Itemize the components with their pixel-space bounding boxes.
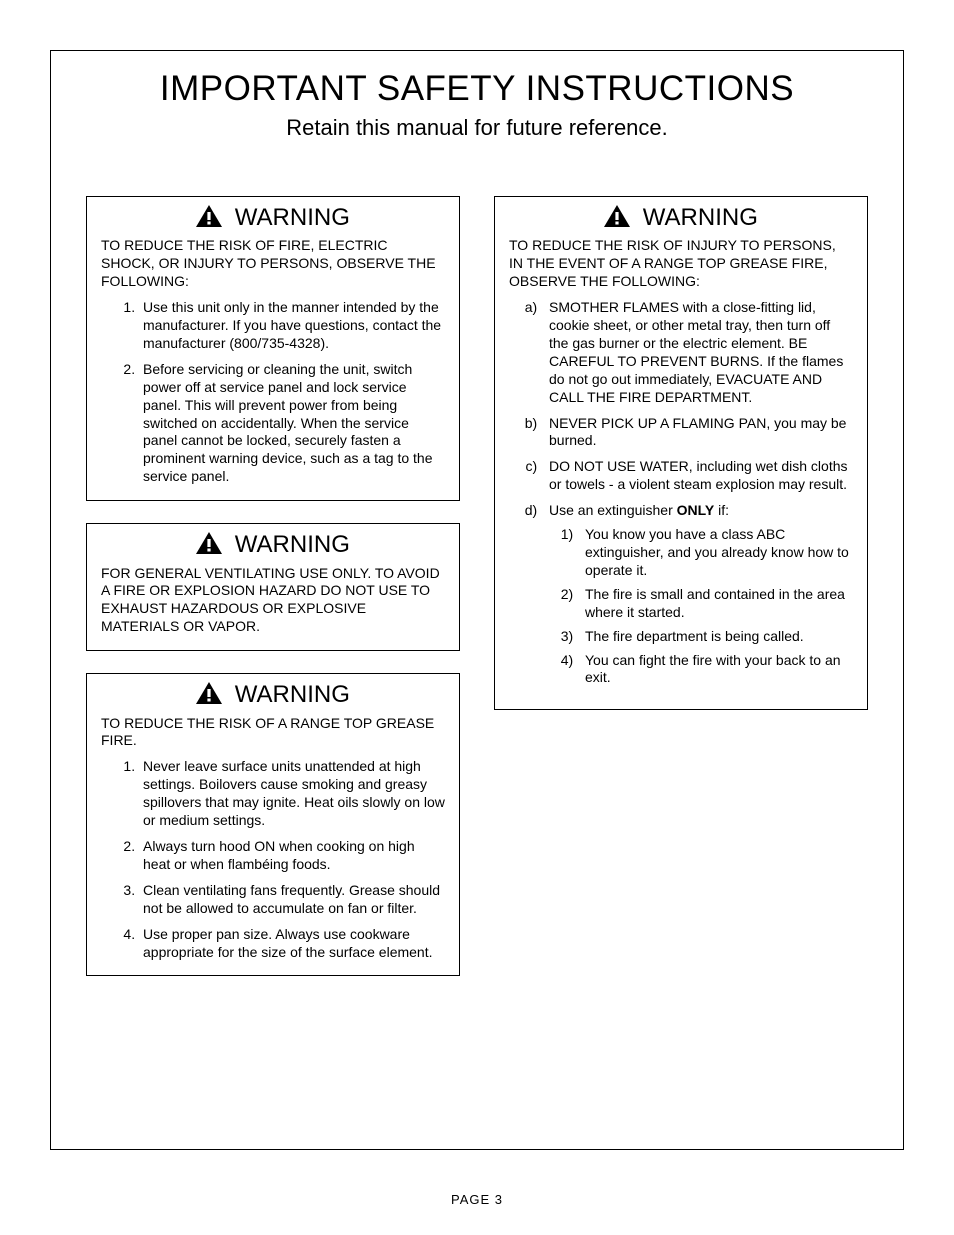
warning-3-list: Never leave surface units unattended at …	[101, 758, 445, 961]
warning-4-list: SMOTHER FLAMES with a close-fitting lid,…	[509, 299, 853, 687]
warning-label: WARNING	[235, 531, 350, 558]
list-item: You know you have a class ABC extinguish…	[581, 526, 853, 580]
text-post: if:	[714, 502, 729, 518]
list-item: Use this unit only in the manner intende…	[139, 299, 445, 353]
warning-intro: TO REDUCE THE RISK OF A RANGE TOP GREASE…	[101, 715, 445, 751]
warning-4-sublist: You know you have a class ABC extinguish…	[549, 526, 853, 687]
list-item: Use proper pan size. Always use cookware…	[139, 926, 445, 962]
warning-heading: WARNING	[101, 532, 445, 558]
warning-intro: TO REDUCE THE RISK OF FIRE, ELECTRIC SHO…	[101, 237, 445, 291]
warning-heading: WARNING	[101, 682, 445, 708]
text-pre: Use an extinguisher	[549, 502, 677, 518]
page: IMPORTANT SAFETY INSTRUCTIONS Retain thi…	[0, 0, 954, 1235]
page-subtitle: Retain this manual for future reference.	[86, 115, 868, 141]
warning-heading: WARNING	[509, 205, 853, 231]
warning-label: WARNING	[235, 204, 350, 231]
warning-box-4: WARNING TO REDUCE THE RISK OF INJURY TO …	[494, 196, 868, 710]
warning-intro: TO REDUCE THE RISK OF INJURY TO PERSONS,…	[509, 237, 853, 291]
list-item: The fire is small and contained in the a…	[581, 586, 853, 622]
list-item: SMOTHER FLAMES with a close-fitting lid,…	[545, 299, 853, 406]
list-item: The fire department is being called.	[581, 628, 853, 646]
warning-label: WARNING	[643, 204, 758, 231]
columns: WARNING TO REDUCE THE RISK OF FIRE, ELEC…	[86, 196, 868, 976]
page-title: IMPORTANT SAFETY INSTRUCTIONS	[86, 69, 868, 109]
list-item: Use an extinguisher ONLY if: You know yo…	[545, 502, 853, 687]
warning-heading: WARNING	[101, 205, 445, 231]
warning-box-2: WARNING FOR GENERAL VENTILATING USE ONLY…	[86, 523, 460, 651]
list-item: DO NOT USE WATER, including wet dish clo…	[545, 458, 853, 494]
list-item: Always turn hood ON when cooking on high…	[139, 838, 445, 874]
warning-icon	[196, 681, 235, 708]
list-item: You can fight the fire with your back to…	[581, 652, 853, 688]
warning-1-list: Use this unit only in the manner intende…	[101, 299, 445, 486]
warning-label: WARNING	[235, 681, 350, 708]
right-column: WARNING TO REDUCE THE RISK OF INJURY TO …	[494, 196, 868, 710]
warning-box-1: WARNING TO REDUCE THE RISK OF FIRE, ELEC…	[86, 196, 460, 501]
text-only: ONLY	[677, 502, 715, 518]
list-item: Clean ventilating fans frequently. Greas…	[139, 882, 445, 918]
list-item: Never leave surface units unattended at …	[139, 758, 445, 830]
warning-icon	[196, 531, 235, 558]
left-column: WARNING TO REDUCE THE RISK OF FIRE, ELEC…	[86, 196, 460, 976]
list-item: NEVER PICK UP A FLAMING PAN, you may be …	[545, 415, 853, 451]
warning-intro: FOR GENERAL VENTILATING USE ONLY. TO AVO…	[101, 565, 445, 637]
warning-icon	[196, 204, 235, 231]
warning-icon	[604, 204, 643, 231]
outer-frame: IMPORTANT SAFETY INSTRUCTIONS Retain thi…	[50, 50, 904, 1150]
warning-box-3: WARNING TO REDUCE THE RISK OF A RANGE TO…	[86, 673, 460, 976]
page-footer: PAGE 3	[0, 1192, 954, 1207]
list-item: Before servicing or cleaning the unit, s…	[139, 361, 445, 486]
